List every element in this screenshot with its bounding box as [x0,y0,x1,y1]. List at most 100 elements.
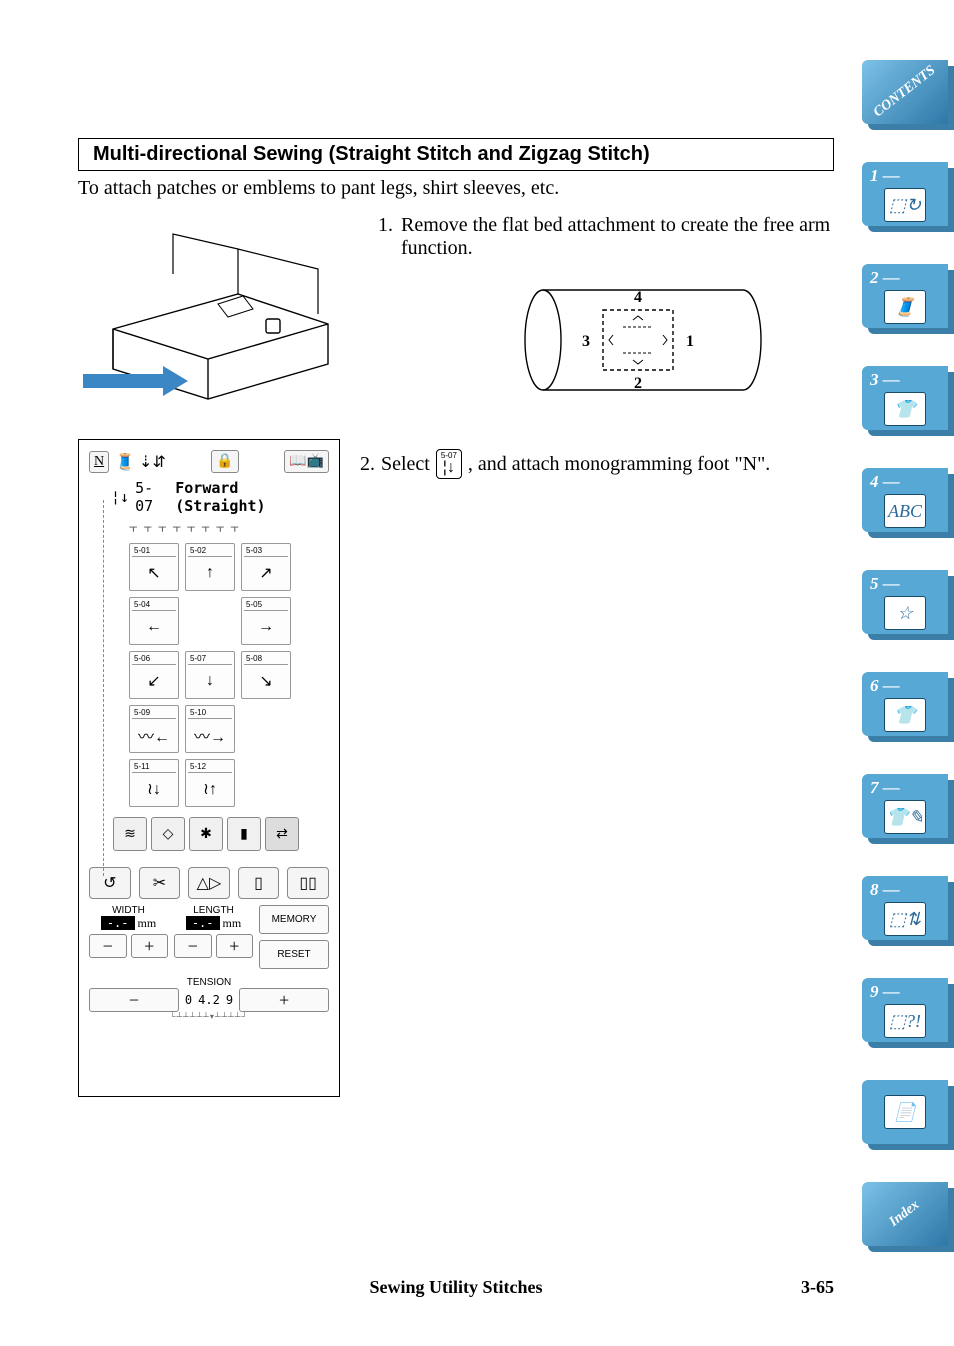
tension-scale: └┴┴┴┴┴▾┴┴┴┴┘ [89,1012,329,1021]
side-navigation: CONTENTS 1 —⬚↻ 2 —🧵 3 —👕 4 —ABC 5 —☆ 6 —👕 7 —👕… [862,60,954,1252]
help-icon: 📖📺 [284,450,329,473]
category-tab-1[interactable]: ◇ [151,817,185,851]
stitch-cell-5-08[interactable]: 5-08↘ [241,651,291,699]
length-value: -.- mm [174,916,253,931]
length-label: LENGTH [174,905,253,916]
stitch-cell-5-04[interactable]: 5-04← [129,597,179,645]
ctrl-button-0[interactable]: ↺ [89,867,131,899]
width-plus-button[interactable]: + [131,934,169,958]
nav-chapter-7[interactable]: 7 —👕✎ [862,774,954,844]
nav-index[interactable]: Index [862,1182,954,1252]
ctrl-button-4[interactable]: ▯▯ [287,867,329,899]
stitch-cell-5-06[interactable]: 5-06↙ [129,651,179,699]
mode-text: Forward (Straight) [175,479,329,515]
step2-row: N 🧵 ⇣⇵ 🔒 📖📺 ¦↓ 5-07 Forward (Straight) ⫟… [78,439,834,1097]
nav-contents-label: CONTENTS [871,63,939,121]
category-tab-0[interactable]: ≋ [113,817,147,851]
foot-indicator-icon: N [89,451,109,473]
lcd-tabs: ≋◇✱▮⇄ [89,817,329,851]
reset-button[interactable]: RESET [259,940,329,969]
stitch-cell-5-09[interactable]: 5-09〰← [129,705,179,753]
stitch-cell-empty [241,759,291,807]
stitch-cell-5-01[interactable]: 5-01↖ [129,543,179,591]
cylinder-figure: 4 1 2 3 [518,280,768,400]
intro-text: To attach patches or emblems to pant leg… [78,177,834,200]
step1-body: Remove the flat bed attachment to create… [401,214,834,260]
stitch-grid: 5-01↖5-02↑5-03↗ 5-04← 5-05→ 5-06↙5-07↓5-08↘… [89,543,329,807]
tension-minus-button[interactable]: − [89,988,179,1012]
nav-chapter-4[interactable]: 4 —ABC [862,468,954,538]
nav-chapter-7-icon: 👕✎ [884,800,926,834]
free-arm-figure [78,214,358,409]
width-minus-button[interactable]: − [89,934,127,958]
stitch-cell-5-02[interactable]: 5-02↑ [185,543,235,591]
ctrl-button-1[interactable]: ✂ [139,867,181,899]
width-setting: WIDTH -.- mm − + [89,905,168,958]
footer-title: Sewing Utility Stitches [370,1277,543,1298]
tension-plus-button[interactable]: + [239,988,329,1012]
stitch-cell-5-07[interactable]: 5-07↓ [185,651,235,699]
width-label: WIDTH [89,905,168,916]
lcd-screenshot: N 🧵 ⇣⇵ 🔒 📖📺 ¦↓ 5-07 Forward (Straight) ⫟… [78,439,340,1097]
step1-text-column: 1. Remove the flat bed attachment to cre… [378,214,834,409]
nav-chapter-5-icon: ☆ [884,596,926,630]
stitch-cell-5-03[interactable]: 5-03↗ [241,543,291,591]
step2-text-column: 2. Select 5-07 ¦↓ , and attach monogramm… [360,439,834,479]
nav-chapter-2[interactable]: 2 —🧵 [862,264,954,334]
stitch-cell-5-10[interactable]: 5-10〰→ [185,705,235,753]
lcd-mode-row: ¦↓ 5-07 Forward (Straight) [89,479,329,515]
ctrl-button-2[interactable]: △▷ [188,867,230,899]
nav-chapter-2-icon: 🧵 [884,290,926,324]
category-tab-4[interactable]: ⇄ [265,817,299,851]
lock-icon: 🔒 [211,450,238,473]
stitch-cell-5-12[interactable]: 5-12≀↑ [185,759,235,807]
width-value: -.- mm [89,916,168,931]
nav-chapter-4-icon: ABC [884,494,926,528]
stitch-cell-5-05[interactable]: 5-05→ [241,597,291,645]
step2-number: 2. [360,453,375,476]
category-tab-2[interactable]: ✱ [189,817,223,851]
nav-chapter-5[interactable]: 5 —☆ [862,570,954,640]
footer-page-number: 3-65 [801,1277,834,1298]
section-header: Multi-directional Sewing (Straight Stitc… [78,138,834,171]
step1-row: 1. Remove the flat bed attachment to cre… [78,214,834,409]
page-content: Multi-directional Sewing (Straight Stitc… [78,138,834,1097]
stitch-cell-empty [241,705,291,753]
cyl-label-2: 2 [634,375,642,392]
mode-code: 5-07 [135,479,169,515]
thread-icon: 🧵 ⇣⇵ [115,452,166,472]
nav-chapter-1-icon: ⬚↻ [884,188,926,222]
lcd-ctrl-row: ↺✂△▷▯▯▯ [89,867,329,899]
nav-chapter-3-icon: 👕 [884,392,926,426]
length-plus-button[interactable]: + [216,934,254,958]
nav-chapter-9-icon: ⬚?! [884,1004,926,1038]
lcd-dashed-line [103,500,104,876]
category-tab-3[interactable]: ▮ [227,817,261,851]
page-footer: Sewing Utility Stitches 3-65 [78,1277,834,1298]
doc-icon: 📄 [884,1095,926,1129]
step2-after: , and attach monogramming foot "N". [468,453,770,476]
step1-line: 1. Remove the flat bed attachment to cre… [378,214,834,260]
step2-before: Select [381,453,430,476]
nav-chapter-8[interactable]: 8 —⬚⇅ [862,876,954,946]
stitch-cell-5-11[interactable]: 5-11≀↓ [129,759,179,807]
length-setting: LENGTH -.- mm − + [174,905,253,958]
cyl-label-1: 1 [686,333,694,350]
nav-doc[interactable]: 📄 [862,1080,954,1150]
lcd-top-bar: N 🧵 ⇣⇵ 🔒 📖📺 [89,450,329,473]
tension-value: 0 4.2 9 [185,993,233,1007]
tension-setting: TENSION − 0 4.2 9 + └┴┴┴┴┴▾┴┴┴┴┘ [89,977,329,1021]
ctrl-button-3[interactable]: ▯ [238,867,280,899]
nav-chapter-8-icon: ⬚⇅ [884,902,926,936]
nav-chapter-9[interactable]: 9 —⬚?! [862,978,954,1048]
cyl-label-3: 3 [582,333,590,350]
nav-contents[interactable]: CONTENTS [862,60,954,130]
memory-button[interactable]: MEMORY [259,905,329,934]
nav-chapter-3[interactable]: 3 —👕 [862,366,954,436]
stitch-cell-empty [185,597,235,645]
lcd-stitch-icons: ⫟⫟⫟⫟⫟⫟⫟⫟ [89,521,329,537]
nav-chapter-6[interactable]: 6 —👕 [862,672,954,742]
cyl-label-4: 4 [634,289,642,306]
length-minus-button[interactable]: − [174,934,212,958]
nav-chapter-1[interactable]: 1 —⬚↻ [862,162,954,232]
